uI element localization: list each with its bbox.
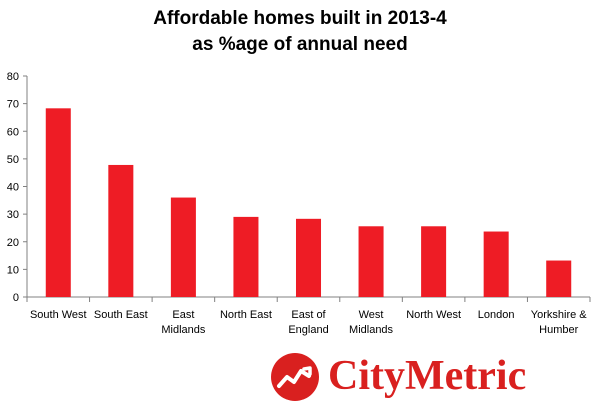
y-tick-label: 10 — [7, 264, 19, 276]
category-labels: South West South East East Midlands North Ea… — [30, 309, 587, 336]
x-category-label: North West — [406, 309, 461, 321]
y-tick-label: 20 — [7, 237, 19, 249]
bar — [421, 226, 447, 297]
y-tick-label: 40 — [7, 182, 19, 194]
x-category-label: England — [288, 324, 328, 336]
bar — [483, 231, 509, 297]
bar — [170, 197, 196, 297]
y-tick-label: 60 — [7, 126, 19, 138]
bar — [358, 226, 384, 297]
bar-chart: 0 10 20 30 40 50 60 70 80 South West South East Ea… — [7, 71, 591, 336]
x-category-label: Midlands — [161, 324, 206, 336]
bar — [546, 260, 572, 297]
chart-title-line-1: Affordable homes built in 2013-4 — [153, 8, 447, 29]
brand-name: CityMetric — [328, 353, 527, 399]
y-tick-label: 70 — [7, 99, 19, 111]
x-axis — [26, 296, 591, 302]
x-category-label: South East — [94, 309, 148, 321]
y-tick-label: 80 — [7, 71, 19, 83]
x-category-label: East — [172, 309, 194, 321]
bar — [295, 218, 322, 297]
bars — [45, 108, 572, 297]
y-axis: 0 10 20 30 40 50 60 70 80 — [7, 71, 28, 304]
bar — [233, 216, 259, 297]
x-category-label: East of — [291, 309, 326, 321]
x-category-label: Humber — [539, 324, 578, 336]
brand-logo-block: CityMetric — [270, 350, 590, 406]
y-tick-label: 50 — [7, 154, 19, 166]
y-tick-label: 0 — [13, 292, 19, 304]
bar — [108, 164, 134, 297]
chart-title-line-2: as %age of annual need — [192, 34, 408, 55]
x-category-label: London — [478, 309, 515, 321]
y-tick-label: 30 — [7, 209, 19, 221]
x-category-label: Midlands — [349, 324, 394, 336]
bar — [45, 108, 71, 297]
x-category-label: Yorkshire & — [531, 309, 588, 321]
x-category-label: West — [359, 309, 384, 321]
trending-chart-logo-icon — [271, 353, 319, 401]
x-category-label: North East — [220, 309, 272, 321]
x-category-label: South West — [30, 309, 87, 321]
chart-title: Affordable homes built in 2013-4 as %age… — [0, 6, 600, 58]
